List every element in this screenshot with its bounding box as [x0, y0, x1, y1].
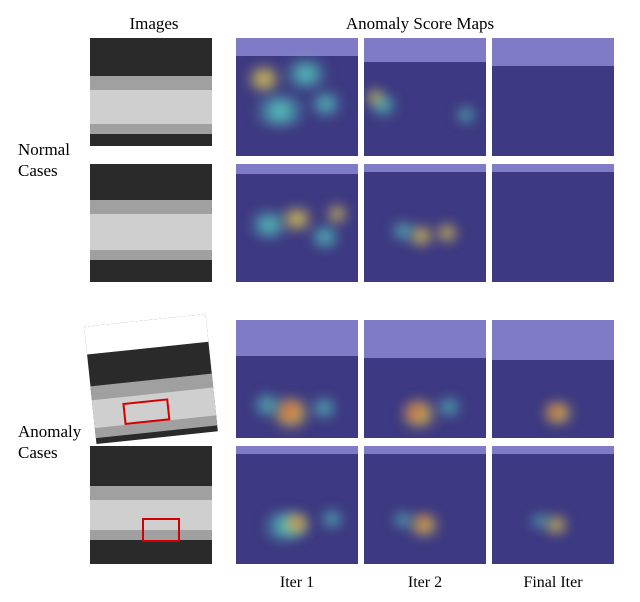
iter2-label: Iter 2 [364, 574, 486, 592]
anomaly-r1-final [492, 320, 614, 438]
normal-image-2 [90, 164, 212, 282]
iteration-labels: Iter 1 Iter 2 Final Iter [236, 574, 622, 592]
normal-cases-row: Normal Cases [18, 38, 622, 282]
normal-r1-final [492, 38, 614, 156]
final-iter-label: Final Iter [492, 574, 614, 592]
normal-maps-row-1 [236, 38, 622, 156]
anomaly-image-1 [90, 320, 212, 438]
anomaly-thumbs [90, 320, 218, 564]
anomaly-cases-row: Anomaly Cases [18, 320, 622, 564]
anomaly-maps [236, 320, 622, 564]
normal-label-line2: Cases [18, 161, 58, 180]
figure-anomaly-localization: Images Anomaly Score Maps Normal Cases [0, 0, 640, 602]
iter1-label: Iter 1 [236, 574, 358, 592]
normal-r2-iter1 [236, 164, 358, 282]
normal-maps-row-2 [236, 164, 622, 282]
normal-r2-final [492, 164, 614, 282]
anomaly-r2-final [492, 446, 614, 564]
normal-r1-iter1 [236, 38, 358, 156]
normal-r1-iter2 [364, 38, 486, 156]
normal-thumbs [90, 38, 218, 282]
anomaly-maps-row-1 [236, 320, 622, 438]
anomaly-maps-row-2 [236, 446, 622, 564]
normal-maps [236, 38, 622, 282]
section-gap [18, 292, 622, 320]
images-column-header: Images [90, 14, 218, 34]
anomaly-r1-iter1 [236, 320, 358, 438]
anomaly-r2-iter2 [364, 446, 486, 564]
anomaly-cases-label: Anomaly Cases [18, 421, 90, 464]
figure-header-row: Images Anomaly Score Maps [18, 14, 622, 34]
anomaly-label-line2: Cases [18, 443, 58, 462]
anomaly-r2-iter1 [236, 446, 358, 564]
maps-column-header: Anomaly Score Maps [218, 14, 622, 34]
anomaly-bbox [142, 518, 180, 542]
normal-cases-label: Normal Cases [18, 139, 90, 182]
anomaly-label-line1: Anomaly [18, 422, 81, 441]
normal-label-line1: Normal [18, 140, 70, 159]
normal-r2-iter2 [364, 164, 486, 282]
anomaly-r1-iter2 [364, 320, 486, 438]
normal-image-1 [90, 38, 212, 156]
anomaly-image-2 [90, 446, 212, 564]
